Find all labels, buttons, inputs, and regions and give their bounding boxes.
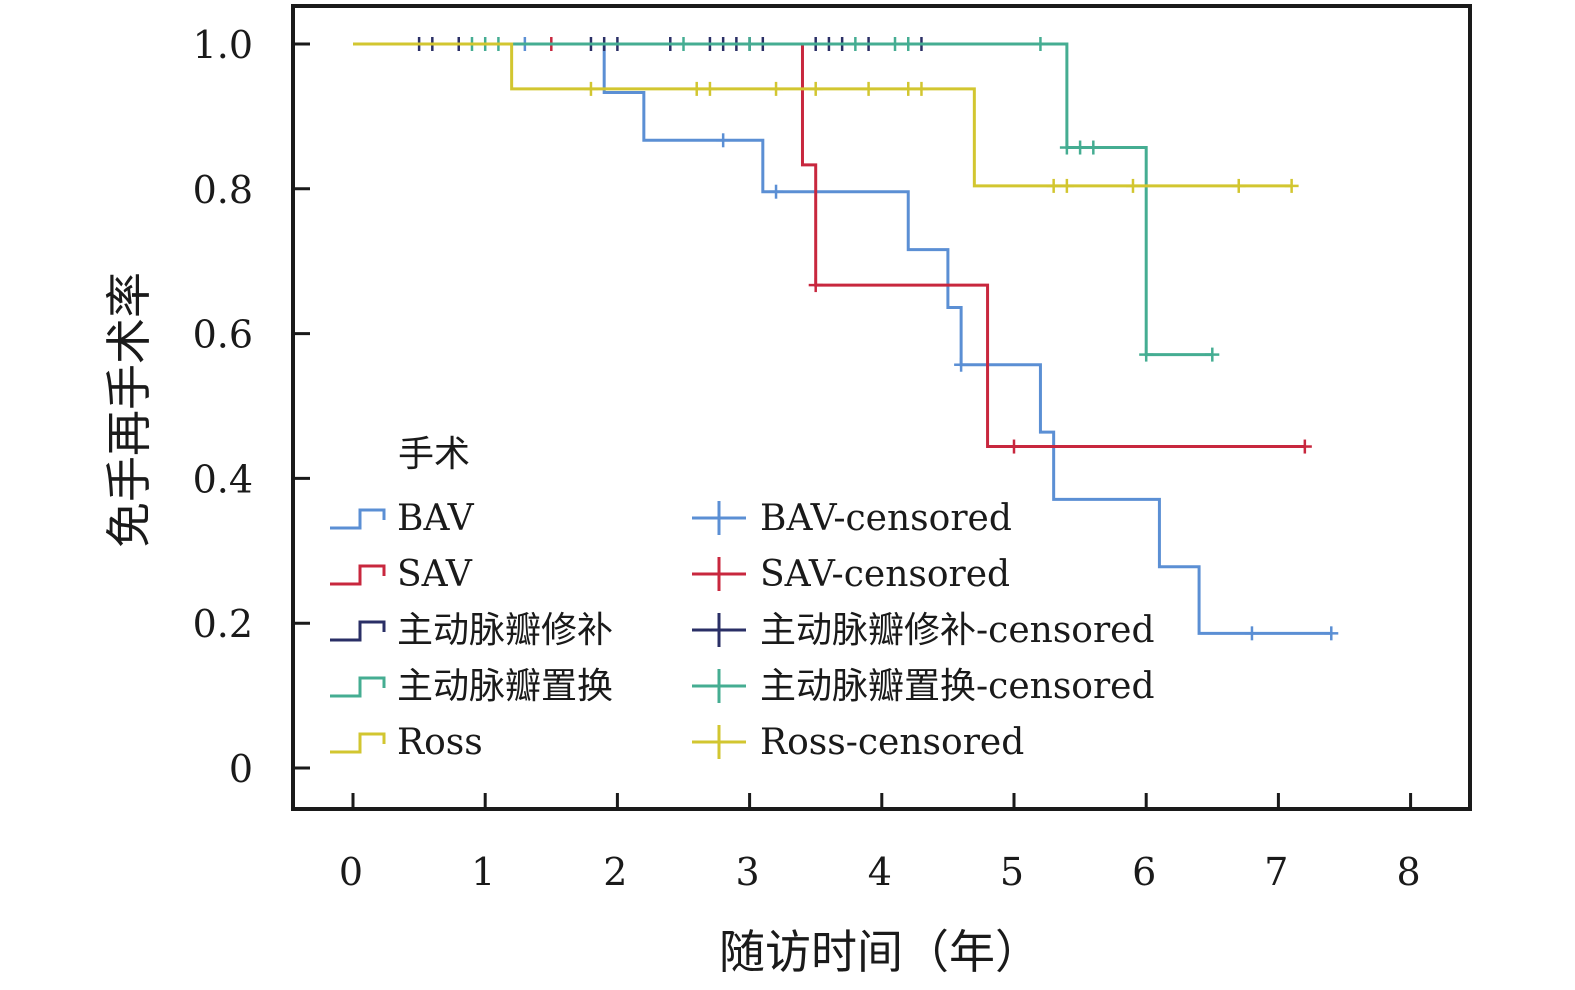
- legend-censor-swatch: [692, 669, 746, 703]
- censor-mark: [689, 81, 704, 96]
- legend-censor-swatch: [692, 725, 746, 759]
- legend-censor-label: BAV-censored: [760, 498, 1012, 539]
- censor-mark: [848, 37, 863, 51]
- y-tick-label: 0.2: [193, 602, 253, 646]
- y-tick-label: 0.8: [193, 168, 253, 212]
- censor-mark: [1324, 626, 1339, 641]
- legend-line-swatch: [330, 732, 386, 754]
- censor-mark: [808, 278, 823, 293]
- legend-line-label: Ross: [397, 722, 483, 763]
- x-axis-title: 随访时间（年）: [719, 925, 1041, 979]
- legend-censor-swatch: [692, 557, 746, 591]
- legend-censor-swatch: [692, 613, 746, 647]
- censor-mark: [1073, 140, 1088, 155]
- y-tick-label: 0.4: [193, 457, 253, 501]
- censor-mark: [808, 81, 823, 96]
- censor-mark: [888, 37, 903, 51]
- survival-step-line: [353, 42, 1213, 357]
- censor-mark: [1086, 140, 1101, 155]
- legend-censor-label: 主动脉瓣修补-censored: [760, 610, 1155, 651]
- censor-mark: [954, 357, 969, 372]
- y-axis-title: 免手再手术率: [102, 272, 156, 548]
- censor-mark: [1231, 178, 1246, 193]
- censor-mark: [769, 81, 784, 96]
- censor-mark: [1139, 347, 1154, 362]
- y-tick-label: 1.0: [193, 23, 253, 67]
- censor-mark: [583, 81, 598, 96]
- x-tick-label: 8: [1397, 850, 1421, 894]
- series-layer: [353, 37, 1339, 641]
- series-1: [353, 37, 1312, 454]
- censor-mark: [1046, 178, 1061, 193]
- censor-mark: [901, 37, 916, 51]
- censor-mark: [742, 37, 757, 51]
- censor-mark: [1125, 178, 1140, 193]
- legend-line-swatch: [330, 508, 386, 530]
- x-tick-label: 4: [868, 850, 892, 894]
- legend-line-swatch: [330, 620, 386, 642]
- legend-title: 手术: [398, 434, 470, 475]
- y-tick-label: 0.6: [193, 313, 253, 357]
- legend-line-label: SAV: [397, 554, 473, 595]
- censor-mark: [861, 81, 876, 96]
- censor-mark: [1059, 140, 1074, 155]
- censor-mark: [1205, 347, 1220, 362]
- censor-mark: [914, 81, 929, 96]
- survival-step-line: [353, 42, 1305, 449]
- legend-line-label: 主动脉瓣置换: [397, 666, 613, 707]
- axes: 0 1 2 3 4 5 6 7 8 0 0.2 0.4 0.6 0.8 1.0: [193, 23, 1421, 894]
- x-tick-label: 2: [603, 850, 627, 894]
- censor-mark: [1297, 439, 1312, 454]
- censor-mark: [1244, 626, 1259, 641]
- censor-mark: [676, 37, 691, 51]
- x-tick-label: 5: [1000, 850, 1024, 894]
- legend-censor-swatch: [692, 501, 746, 535]
- series-0: [353, 37, 1339, 641]
- x-tick-label: 3: [736, 850, 760, 894]
- censor-mark: [1007, 439, 1021, 454]
- censor-mark: [1033, 37, 1048, 51]
- legend-censor-label: SAV-censored: [760, 554, 1010, 595]
- legend-line-label: 主动脉瓣修补: [397, 610, 613, 651]
- x-tick-label: 0: [339, 850, 363, 894]
- legend-line-label: BAV: [397, 498, 475, 539]
- legend-censor-label: 主动脉瓣置换-censored: [760, 666, 1155, 707]
- survival-step-line: [353, 42, 1332, 635]
- series-3: [353, 37, 1220, 362]
- y-tick-label: 0: [229, 747, 253, 791]
- censor-mark: [702, 81, 717, 96]
- censor-mark: [901, 81, 916, 96]
- survival-step-line: [353, 42, 1292, 188]
- censor-mark: [769, 184, 784, 199]
- legend-censor-label: Ross-censored: [760, 722, 1024, 763]
- censor-mark: [1284, 178, 1299, 193]
- censor-mark: [716, 133, 731, 148]
- series-4: [353, 42, 1299, 193]
- x-tick-label: 6: [1132, 850, 1156, 894]
- legend-line-swatch: [330, 564, 386, 586]
- x-tick-label: 1: [471, 850, 495, 894]
- legend: 手术 BAV BAV-censoredSAV SAV-censored主动脉瓣修补主…: [330, 434, 1155, 763]
- x-tick-label: 7: [1264, 850, 1288, 894]
- censor-mark: [1059, 178, 1074, 193]
- legend-line-swatch: [330, 676, 386, 698]
